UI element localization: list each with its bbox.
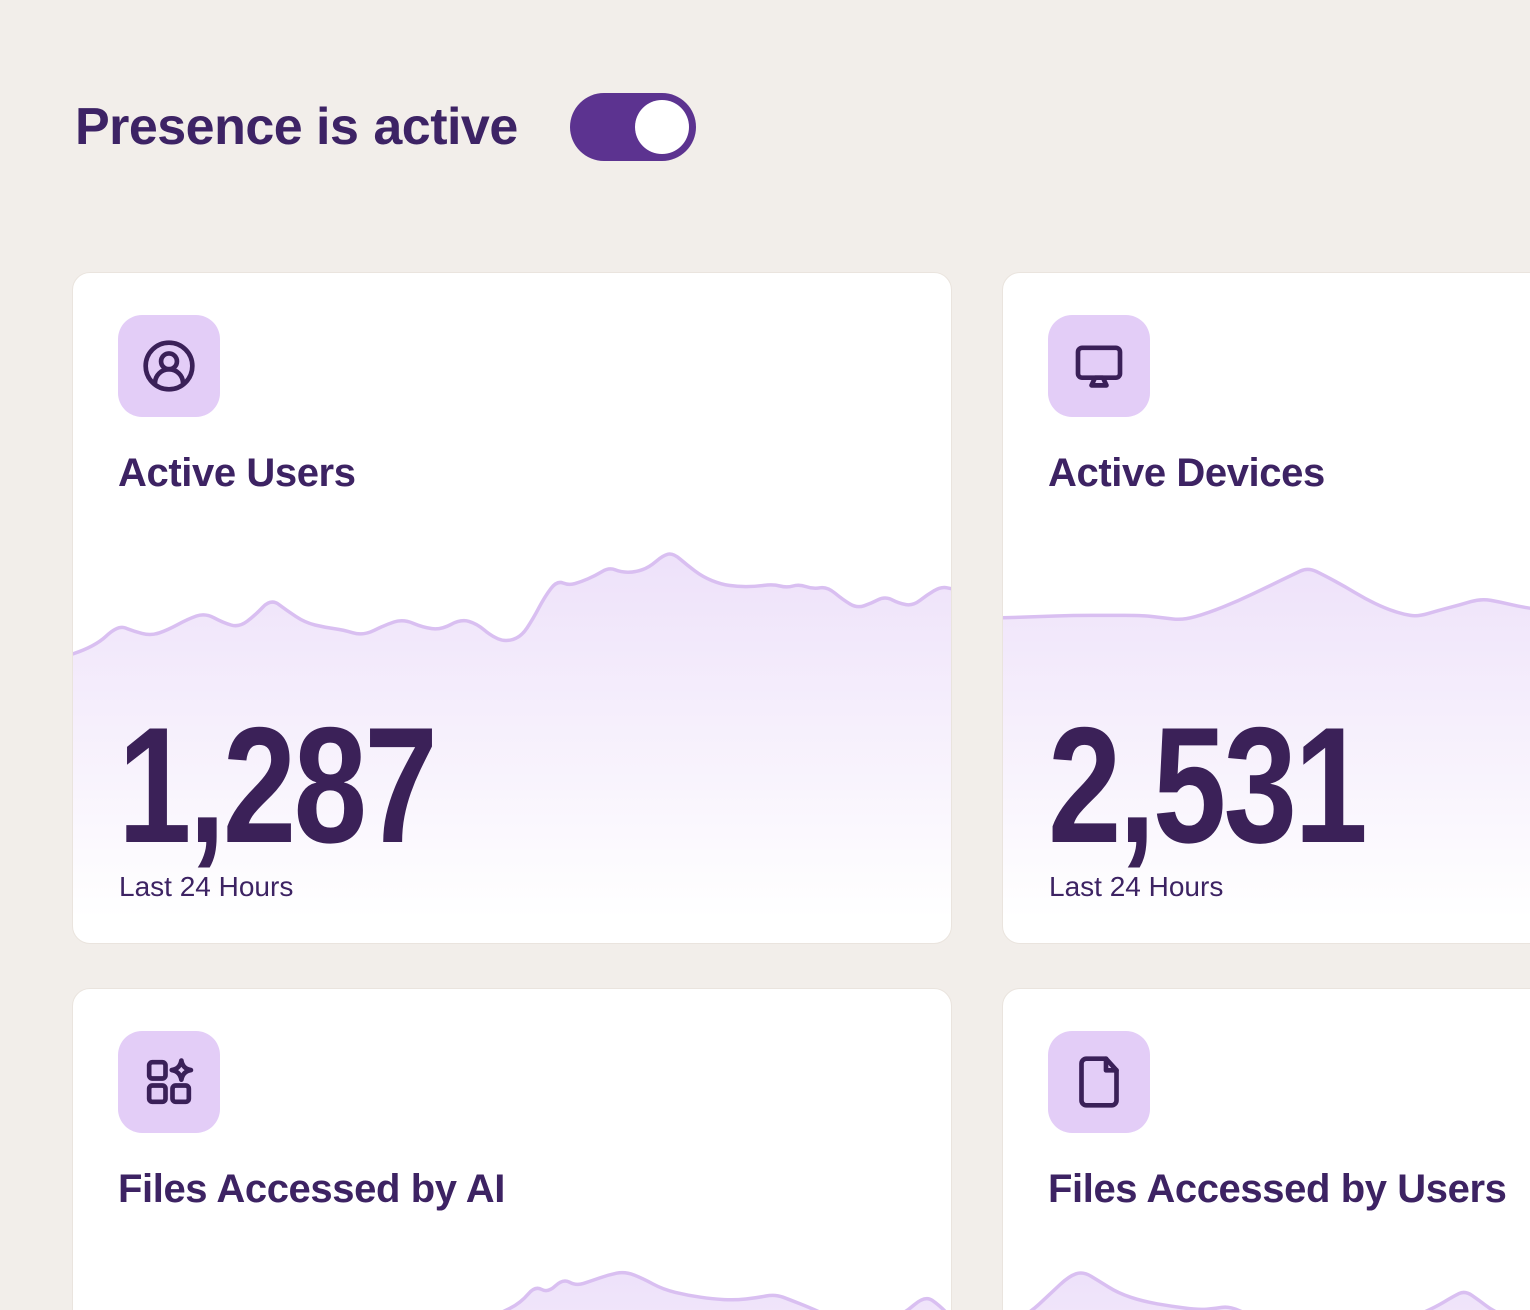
grid-sparkle-icon [146,1058,194,1105]
icon-tile [1048,1031,1150,1133]
card-active-devices: Active Devices 2,531 Last 24 Hours [1002,272,1530,944]
presence-header: Presence is active [75,92,696,162]
presence-toggle[interactable] [569,93,696,161]
card-active-users: Active Users 1,287 Last 24 Hours [72,272,952,944]
sparkline-chart [502,1270,947,1310]
sparkline-chart [73,552,951,923]
sparkline-chart [1003,567,1530,923]
user-circle-icon [143,340,195,392]
metric-period: Last 24 Hours [1049,871,1224,902]
toggle-knob [634,100,689,154]
icon-tile [118,315,220,417]
sparkline-chart [1029,1271,1497,1310]
monitor-icon [1075,345,1123,388]
card-title: Files Accessed by Users [1048,1167,1507,1211]
card-files-accessed-by-users: Files Accessed by Users [1002,988,1530,1310]
icon-tile [1048,315,1150,417]
metric-value: 1,287 [118,693,438,877]
metric-value: 2,531 [1048,693,1368,877]
card-title: Active Devices [1048,451,1325,495]
file-icon [1079,1056,1119,1108]
metric-period: Last 24 Hours [119,871,294,902]
card-title: Files Accessed by AI [118,1167,506,1211]
presence-status-word: active [373,98,518,156]
presence-title: Presence is [75,98,359,156]
card-title: Active Users [118,451,356,495]
icon-tile [118,1031,220,1133]
card-files-accessed-by-ai: Files Accessed by AI [72,988,952,1310]
stats-grid: Active Users 1,287 Last 24 Hours Active … [72,272,1530,1310]
